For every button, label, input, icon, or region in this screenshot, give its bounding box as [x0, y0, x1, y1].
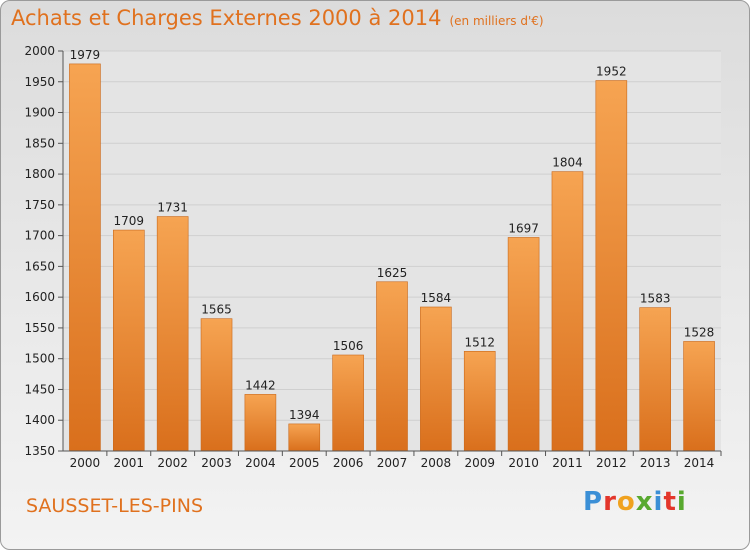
y-tick-label: 1400	[24, 413, 55, 427]
x-tick-label: 2001	[114, 456, 145, 470]
bar[interactable]	[156, 216, 189, 452]
bar[interactable]	[507, 237, 540, 452]
bar[interactable]	[244, 394, 277, 452]
x-tick-label: 2005	[289, 456, 320, 470]
proxiti-logo[interactable]: Proxiti	[583, 487, 687, 517]
data-label: 1584	[421, 291, 452, 305]
x-tick-label: 2004	[245, 456, 276, 470]
data-label: 1952	[596, 65, 627, 79]
data-label: 1804	[552, 156, 583, 170]
y-tick-label: 1550	[24, 321, 55, 335]
bar[interactable]	[551, 171, 584, 452]
data-label: 1697	[508, 221, 539, 235]
x-tick-label: 2002	[157, 456, 188, 470]
data-label: 1731	[157, 201, 188, 215]
data-label: 1565	[201, 303, 232, 317]
bars: 1979 1709 1731 1565 1442 1394 1506 1625 1584 1512…	[69, 48, 715, 452]
logo-letter: o	[616, 487, 636, 517]
x-axis: 2000 2001 2002 2003 2004 2005 2006 2007 2008 2009…	[63, 450, 722, 470]
data-label: 1394	[289, 408, 320, 422]
y-tick-label: 1450	[24, 382, 55, 396]
bar[interactable]	[463, 351, 496, 452]
x-tick-label: 2000	[70, 456, 101, 470]
x-tick-label: 2013	[640, 456, 671, 470]
bar[interactable]	[683, 341, 715, 452]
x-tick-label: 2012	[596, 456, 627, 470]
x-tick-label: 2010	[508, 456, 539, 470]
chart-subtitle: (en milliers d'€)	[449, 14, 544, 28]
y-tick-label: 1850	[24, 136, 55, 150]
data-label: 1583	[640, 292, 671, 306]
data-label: 1625	[377, 266, 408, 280]
y-axis: 1350 1400 1450 1500 1550 1600 1650 1700 1750 1800…	[24, 44, 64, 458]
title-text: Achats et Charges Externes 2000 à 2014	[11, 6, 442, 30]
y-tick-label: 1700	[24, 229, 55, 243]
y-tick-label: 2000	[24, 44, 55, 58]
chart-title: Achats et Charges Externes 2000 à 2014 (e…	[11, 6, 544, 30]
y-tick-label: 1950	[24, 75, 55, 89]
bar[interactable]	[200, 318, 233, 452]
bar[interactable]	[639, 307, 672, 452]
y-tick-label: 1500	[24, 352, 55, 366]
logo-letter: t	[663, 487, 677, 517]
y-tick-label: 1350	[24, 444, 55, 458]
commune-name: SAUSSET-LES-PINS	[26, 495, 204, 517]
bar[interactable]	[376, 281, 408, 452]
logo-letter: i	[653, 487, 664, 517]
logo-letter: i	[676, 487, 687, 517]
data-label: 1979	[70, 48, 101, 62]
y-tick-label: 1900	[24, 106, 55, 120]
bar[interactable]	[332, 354, 364, 452]
logo-letter: P	[583, 487, 604, 517]
bar[interactable]	[69, 63, 101, 452]
bar[interactable]	[113, 229, 145, 452]
logo-letter: r	[603, 487, 617, 517]
x-tick-label: 2011	[552, 456, 583, 470]
logo-letter: x	[635, 487, 654, 517]
bar[interactable]	[420, 306, 452, 452]
data-label: 1506	[333, 339, 364, 353]
y-tick-label: 1750	[24, 198, 55, 212]
data-label: 1709	[114, 214, 145, 228]
data-label: 1512	[464, 335, 495, 349]
x-tick-label: 2007	[377, 456, 408, 470]
data-label: 1528	[684, 325, 715, 339]
x-tick-label: 2008	[421, 456, 452, 470]
y-tick-label: 1600	[24, 290, 55, 304]
x-tick-label: 2009	[464, 456, 495, 470]
x-tick-label: 2003	[201, 456, 232, 470]
y-tick-label: 1800	[24, 167, 55, 181]
bar[interactable]	[288, 423, 321, 452]
bar[interactable]	[595, 80, 628, 452]
data-label: 1442	[245, 378, 276, 392]
x-tick-label: 2006	[333, 456, 364, 470]
x-tick-label: 2014	[684, 456, 715, 470]
y-tick-label: 1650	[24, 259, 55, 273]
